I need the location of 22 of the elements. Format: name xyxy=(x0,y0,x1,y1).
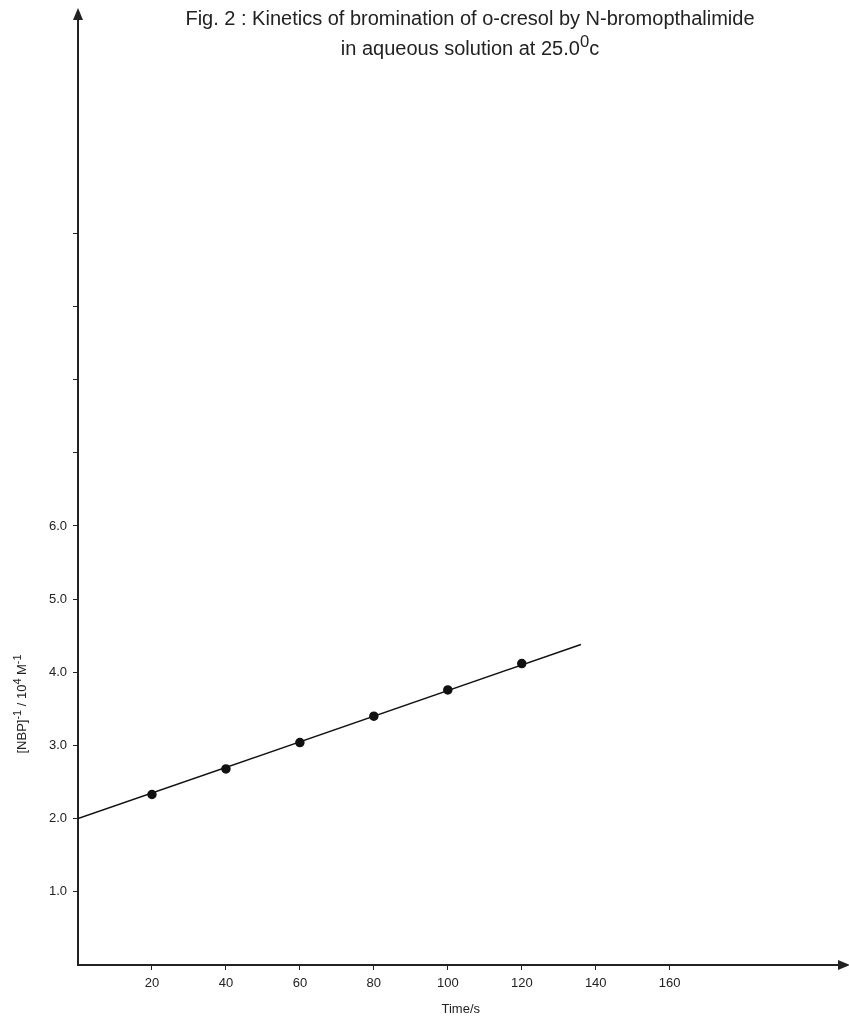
point xyxy=(517,658,527,669)
x-axis-title: Time/s xyxy=(441,1001,481,1016)
y-tick-label: 1.0 xyxy=(48,883,67,899)
y-tick-label: 3.0 xyxy=(48,737,67,753)
x-tick-label: 60 xyxy=(292,975,308,991)
y-tick-label: 4.0 xyxy=(48,663,67,679)
point xyxy=(443,685,453,695)
y-tick-label: 5.0 xyxy=(48,590,67,606)
point xyxy=(369,711,379,721)
chart-title: Fig. 2 : Kinetics of bromination of o-cresol by N-bromopthalimide in aqueous solution at 25.0$^{0}$c xyxy=(184,6,756,60)
point xyxy=(221,764,231,774)
x-tick-label: 140 xyxy=(584,975,607,991)
y-tick-label: 6.0 xyxy=(48,517,67,533)
x-tick-label: 20 xyxy=(144,975,160,991)
point xyxy=(147,789,157,800)
y-tick-label: 2.0 xyxy=(48,810,67,826)
x-tick-label: 80 xyxy=(366,975,382,991)
x-tick-label: 160 xyxy=(658,975,681,991)
point xyxy=(295,737,305,748)
x-tick-label: 100 xyxy=(436,975,459,991)
x-tick-label: 40 xyxy=(218,975,234,991)
x-tick-label: 120 xyxy=(510,975,533,991)
